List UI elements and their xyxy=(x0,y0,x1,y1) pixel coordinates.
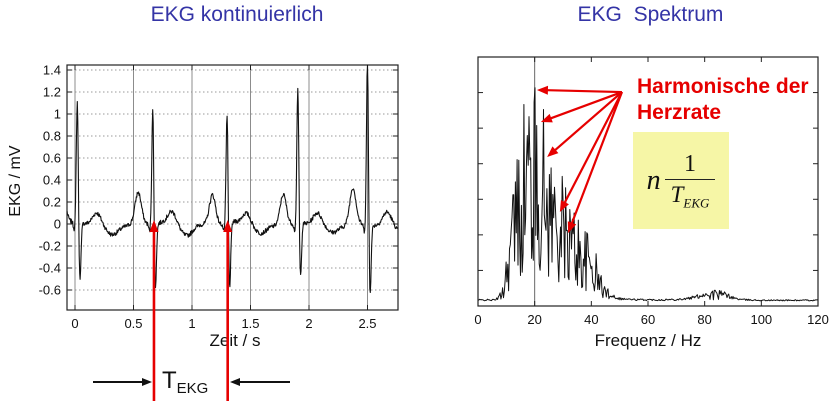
svg-text:0.2: 0.2 xyxy=(43,195,61,210)
period-label-sub: EKG xyxy=(176,380,209,397)
svg-text:-0.4: -0.4 xyxy=(39,261,61,276)
svg-text:0.4: 0.4 xyxy=(43,173,61,188)
formula-denominator-sub: EKG xyxy=(683,195,710,211)
svg-text:1: 1 xyxy=(54,107,61,122)
svg-text:1: 1 xyxy=(188,316,195,331)
svg-text:-0.6: -0.6 xyxy=(39,283,61,298)
svg-text:-0.2: -0.2 xyxy=(39,239,61,254)
svg-text:20: 20 xyxy=(527,312,541,327)
left-chart-ylabel: EKG / mV xyxy=(7,145,24,217)
left-chart-title: EKG kontinuierlich xyxy=(150,3,324,26)
harmonics-annotation-line2: Herzrate xyxy=(637,101,722,124)
period-label: TEKG xyxy=(162,367,208,397)
svg-text:0.5: 0.5 xyxy=(124,316,142,331)
svg-text:40: 40 xyxy=(584,312,598,327)
svg-text:1.5: 1.5 xyxy=(241,316,259,331)
svg-text:0.6: 0.6 xyxy=(43,151,61,166)
harmonics-annotation: Harmonische der Herzrate xyxy=(637,74,809,126)
svg-text:0: 0 xyxy=(71,316,78,331)
svg-text:2: 2 xyxy=(305,316,312,331)
svg-text:100: 100 xyxy=(750,312,772,327)
svg-text:1.2: 1.2 xyxy=(43,85,61,100)
svg-text:1.4: 1.4 xyxy=(43,63,61,78)
harmonics-annotation-line1: Harmonische der xyxy=(637,75,809,98)
formula-denominator-base: T xyxy=(670,181,684,207)
svg-text:0: 0 xyxy=(54,217,61,232)
formula-factor: n xyxy=(646,164,661,196)
svg-text:2.5: 2.5 xyxy=(358,316,376,331)
svg-text:0.8: 0.8 xyxy=(43,129,61,144)
formula-box: n 1 TEKG xyxy=(633,132,729,229)
period-label-base: T xyxy=(162,367,177,394)
svg-text:80: 80 xyxy=(697,312,711,327)
formula-numerator: 1 xyxy=(683,150,696,177)
svg-text:60: 60 xyxy=(641,312,655,327)
left-chart-xlabel: Zeit / s xyxy=(209,331,261,350)
svg-text:120: 120 xyxy=(807,312,829,327)
formula-denominator: TEKG xyxy=(664,178,716,211)
svg-text:0: 0 xyxy=(474,312,481,327)
right-chart-title: EKG Spektrum xyxy=(577,3,724,26)
right-chart-xlabel: Frequenz / Hz xyxy=(594,331,702,350)
formula-fraction: 1 TEKG xyxy=(664,150,716,211)
